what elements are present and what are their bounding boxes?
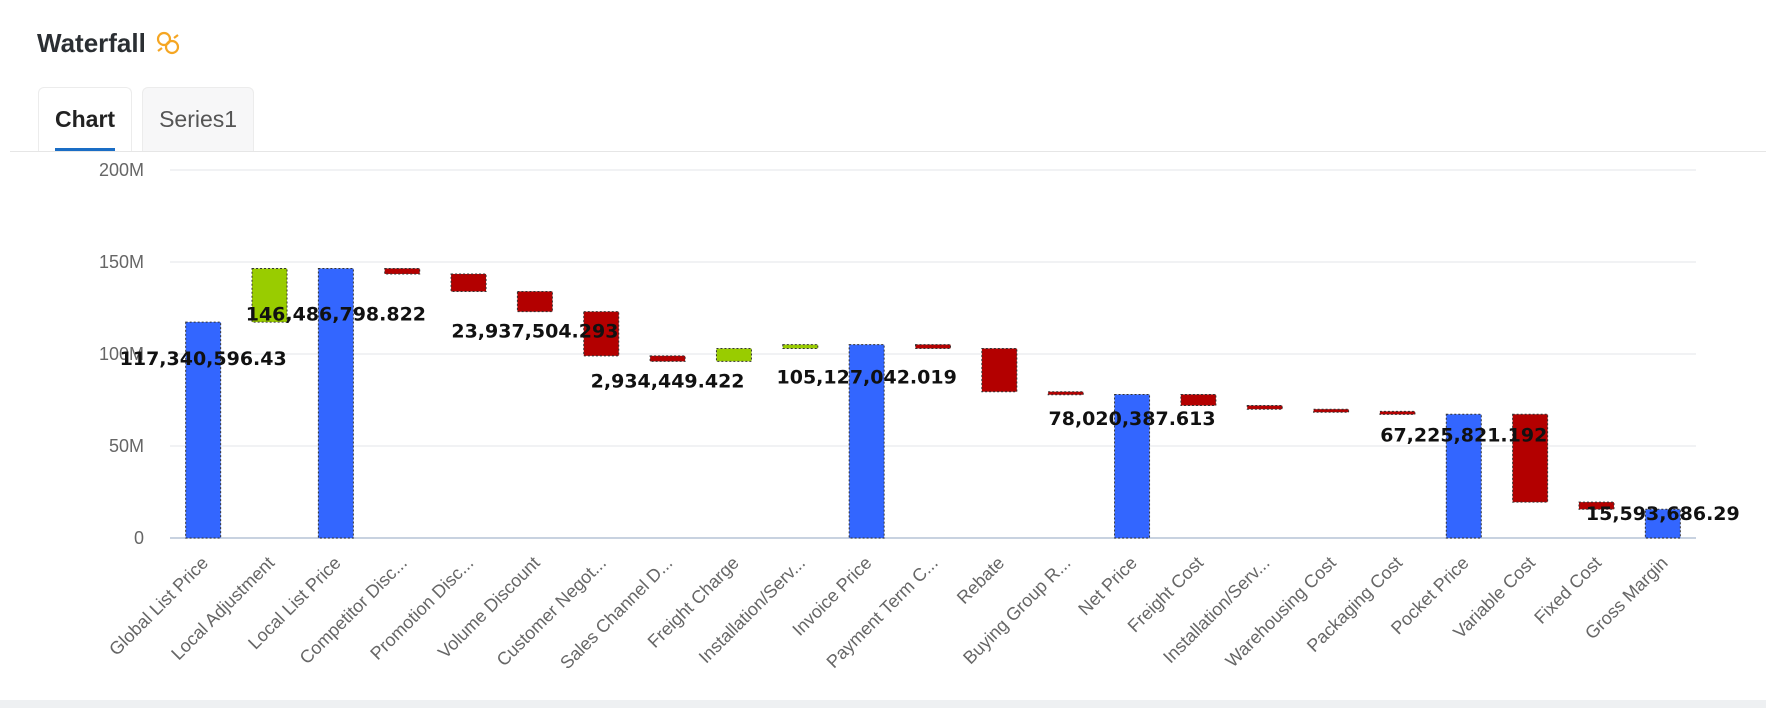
data-labels: 117,340,596.43 146,486,798.822 23,937,504.…	[120, 303, 1740, 525]
waterfall-bar	[1644, 508, 1681, 539]
x-tick-label: Warehousing Cost	[1222, 553, 1340, 671]
waterfall-bar	[649, 355, 686, 362]
data-label: 78,020,387.613	[1049, 408, 1216, 430]
y-tick-label: 50M	[109, 436, 144, 456]
x-tick-label: Sales Channel D...	[556, 553, 676, 673]
waterfall-bar	[1246, 405, 1283, 410]
y-tick-label: 150M	[99, 252, 144, 272]
data-label: 2,934,449.422	[591, 370, 745, 392]
y-tick-label: 0	[134, 528, 144, 548]
chart-header: Waterfall	[37, 26, 182, 60]
data-label: 67,225,821.192	[1380, 424, 1547, 446]
waterfall-bar	[583, 311, 620, 357]
waterfall-bar	[715, 347, 752, 362]
tab-chart[interactable]: Chart	[38, 87, 133, 151]
tab-series1[interactable]: Series1	[142, 87, 255, 151]
data-label: 23,937,504.293	[451, 321, 618, 343]
waterfall-bar	[1180, 393, 1217, 407]
waterfall-bar	[915, 344, 951, 349]
waterfall-bar	[384, 267, 421, 275]
waterfall-bar	[1445, 413, 1482, 539]
waterfall-bars	[185, 267, 1681, 539]
waterfall-bar	[1313, 408, 1350, 413]
horizontal-scrollbar[interactable]	[0, 700, 1766, 708]
y-axis-ticks: 0 50M 100M 150M 200M	[99, 160, 144, 548]
gridlines	[170, 169, 1696, 539]
tab-divider	[10, 151, 1766, 152]
y-tick-label: 100M	[99, 344, 144, 364]
waterfall-bar	[848, 344, 885, 539]
data-label: 15,593,686.29	[1586, 503, 1740, 525]
tab-bar: Chart Series1	[38, 87, 255, 151]
waterfall-bar	[782, 344, 819, 349]
waterfall-bar	[185, 321, 222, 539]
waterfall-bar	[317, 267, 354, 539]
data-label: 105,127,042.019	[777, 366, 957, 388]
x-tick-label: Rebate	[953, 553, 1008, 608]
waterfall-bar	[1512, 413, 1549, 503]
waterfall-bar	[981, 347, 1018, 393]
waterfall-bar	[516, 290, 553, 313]
waterfall-bar	[251, 267, 288, 323]
waterfall-bar	[1047, 391, 1084, 396]
x-tick-label: Customer Negot...	[493, 553, 610, 670]
page-title: Waterfall	[37, 27, 146, 58]
y-tick-label: 200M	[99, 160, 144, 180]
waterfall-bar	[1114, 393, 1151, 539]
data-label: 117,340,596.43	[120, 348, 287, 370]
waterfall-bar	[450, 273, 487, 292]
waterfall-chart: 0 50M 100M 150M 200M Global List PriceLocal …	[99, 160, 1740, 673]
waterfall-bar	[1379, 410, 1416, 415]
waterfall-bar	[1578, 501, 1615, 510]
link-refresh-icon[interactable]	[154, 29, 182, 57]
x-tick-label: Net Price	[1074, 553, 1140, 619]
data-label: 146,486,798.822	[246, 303, 426, 325]
x-tick-label: Payment Term C...	[823, 553, 942, 672]
